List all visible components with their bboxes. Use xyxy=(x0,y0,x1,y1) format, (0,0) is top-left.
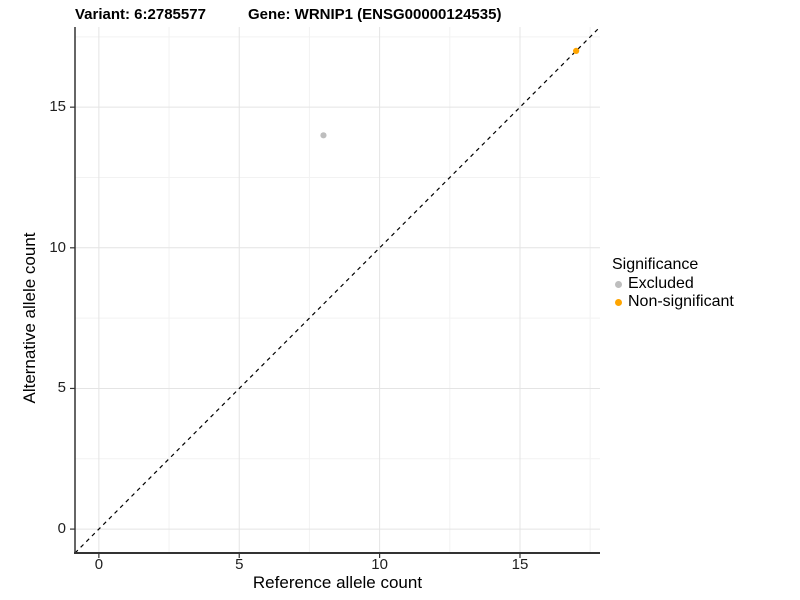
legend-title: Significance xyxy=(612,256,699,273)
y-tick-label: 0 xyxy=(57,520,66,538)
legend-dot-icon xyxy=(615,298,622,306)
y-tick-label: 15 xyxy=(49,98,66,116)
legend-entry-label: Excluded xyxy=(628,275,694,292)
identity-line xyxy=(74,26,601,554)
legend-entry: Non-significant xyxy=(612,293,734,311)
data-point-excluded xyxy=(320,132,327,139)
legend-entries: Excluded Non-significant xyxy=(612,275,734,311)
y-axis-title: Alternative allele count xyxy=(20,232,39,404)
x-tick-label: 5 xyxy=(235,556,244,573)
y-tick-label: 5 xyxy=(57,379,66,397)
data-point-non-significant xyxy=(573,47,580,55)
y-tick-label: 10 xyxy=(49,238,66,256)
x-axis-title: Reference allele count xyxy=(252,573,423,592)
x-tick-label: 10 xyxy=(371,556,388,573)
legend-entry-label: Non-significant xyxy=(628,293,734,310)
x-tick-label: 0 xyxy=(94,556,104,573)
legend-dot-icon xyxy=(615,280,622,288)
x-tick-label: 15 xyxy=(511,556,529,573)
legend-entry: Excluded xyxy=(612,275,734,293)
plot-title-variant: Variant: 6:2785577 xyxy=(75,6,206,23)
legend: Significance Excluded Non-significant xyxy=(612,254,734,311)
plot-title-gene: Gene: WRNIP1 (ENSG00000124535) xyxy=(248,6,502,23)
